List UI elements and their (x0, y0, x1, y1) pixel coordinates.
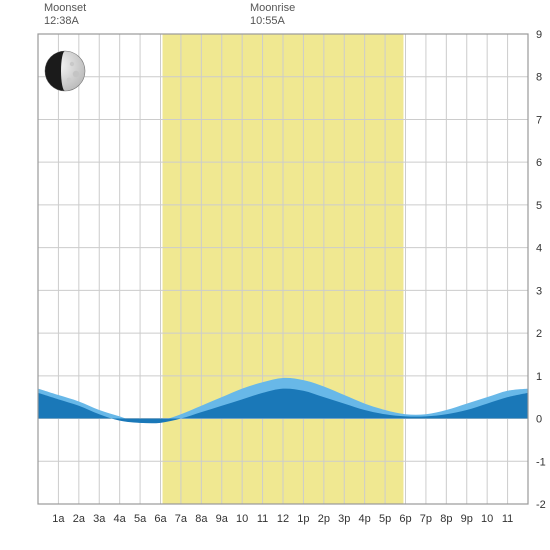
y-tick-label: 6 (536, 157, 542, 169)
y-tick-label: -2 (536, 499, 546, 511)
x-tick-label: 7a (175, 513, 188, 525)
x-tick-label: 1p (297, 513, 309, 525)
tide-chart: Moonset 12:38A Moonrise 10:55A 987654321… (0, 0, 550, 550)
x-tick-label: 8a (195, 513, 208, 525)
x-tick-label: 11 (257, 513, 268, 525)
x-tick-label: 9a (216, 513, 229, 525)
x-tick-label: 10 (481, 513, 493, 525)
y-tick-label: 8 (536, 72, 542, 84)
x-tick-label: 3a (93, 513, 106, 525)
y-tick-label: 3 (536, 285, 542, 297)
x-tick-label: 10 (236, 513, 248, 525)
x-tick-label: 3p (338, 513, 350, 525)
moon-phase-icon (44, 50, 86, 92)
x-tick-label: 8p (440, 513, 452, 525)
x-tick-label: 12 (277, 513, 289, 525)
y-tick-label: 7 (536, 114, 542, 126)
x-tick-label: 6p (399, 513, 411, 525)
y-tick-label: 5 (536, 200, 542, 212)
x-tick-label: 9p (461, 513, 473, 525)
x-tick-label: 5p (379, 513, 391, 525)
x-tick-label: 4p (359, 513, 371, 525)
x-tick-label: 2a (73, 513, 86, 525)
x-tick-label: 6a (154, 513, 167, 525)
y-tick-label: -1 (536, 456, 546, 468)
y-tick-label: 9 (536, 29, 542, 41)
y-tick-label: 2 (536, 328, 542, 340)
y-tick-label: 4 (536, 243, 542, 255)
x-tick-label: 11 (502, 513, 513, 525)
y-tick-label: 1 (536, 371, 542, 383)
x-tick-label: 4a (114, 513, 127, 525)
x-tick-label: 5a (134, 513, 147, 525)
x-tick-label: 1a (52, 513, 65, 525)
x-tick-label: 2p (318, 513, 330, 525)
y-tick-label: 0 (536, 414, 542, 426)
x-tick-label: 7p (420, 513, 432, 525)
